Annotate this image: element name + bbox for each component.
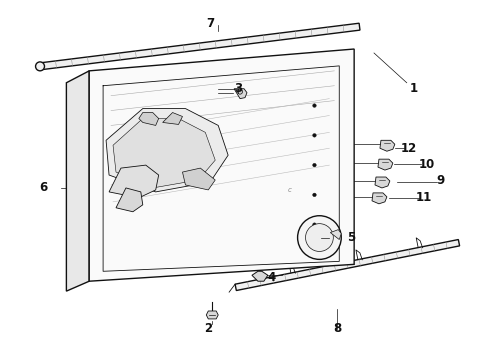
Text: 10: 10: [418, 158, 435, 171]
Text: 7: 7: [206, 17, 214, 30]
Polygon shape: [252, 271, 268, 281]
Polygon shape: [106, 109, 228, 192]
Circle shape: [36, 62, 45, 71]
Polygon shape: [109, 165, 159, 198]
Text: 4: 4: [268, 271, 276, 284]
Polygon shape: [40, 23, 360, 70]
Text: 1: 1: [410, 82, 418, 95]
Polygon shape: [116, 188, 143, 212]
Circle shape: [238, 89, 243, 94]
Circle shape: [313, 193, 316, 197]
Text: 11: 11: [416, 192, 432, 204]
Text: 5: 5: [347, 231, 355, 244]
Circle shape: [306, 224, 333, 251]
Polygon shape: [330, 230, 341, 239]
Text: 3: 3: [234, 82, 242, 95]
Circle shape: [313, 223, 316, 226]
Polygon shape: [206, 311, 218, 319]
Text: 2: 2: [204, 322, 212, 336]
Text: 6: 6: [39, 181, 48, 194]
Polygon shape: [234, 89, 247, 99]
Circle shape: [297, 216, 341, 260]
Text: 9: 9: [437, 174, 444, 186]
Text: c: c: [288, 187, 292, 193]
Polygon shape: [66, 71, 89, 291]
Polygon shape: [163, 113, 182, 125]
Polygon shape: [372, 193, 387, 204]
Circle shape: [313, 134, 316, 137]
Text: 8: 8: [333, 322, 342, 336]
Polygon shape: [89, 49, 354, 281]
Polygon shape: [113, 118, 215, 188]
Polygon shape: [235, 239, 460, 291]
Text: 12: 12: [401, 142, 417, 155]
Circle shape: [313, 104, 316, 107]
Polygon shape: [380, 140, 395, 151]
Circle shape: [313, 163, 316, 167]
Polygon shape: [139, 113, 159, 125]
Polygon shape: [378, 159, 393, 170]
Polygon shape: [182, 168, 215, 190]
Polygon shape: [375, 177, 390, 188]
